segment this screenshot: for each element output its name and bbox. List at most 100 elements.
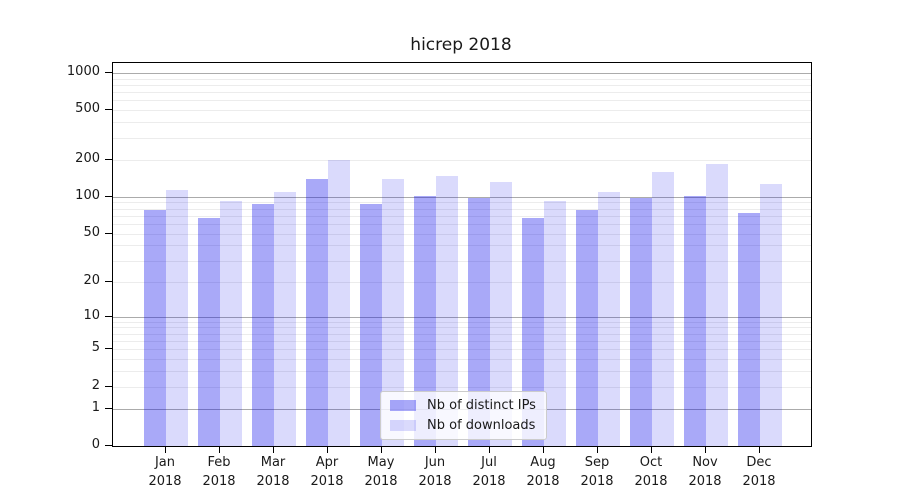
bar-distinct-ips-may: [360, 203, 382, 446]
bar-distinct-ips-feb: [198, 218, 220, 446]
x-tick-mark: [435, 446, 436, 453]
y-tick-label: 200: [75, 150, 100, 166]
gridline-minor: [113, 359, 811, 361]
y-tick-label: 5: [91, 340, 100, 356]
x-tick-mark: [543, 446, 544, 453]
y-tick-mark: [105, 407, 112, 409]
gridline-major: [113, 196, 811, 198]
y-tick-label: 500: [75, 101, 100, 117]
x-tick-mark: [273, 446, 274, 453]
bar-downloads-oct: [652, 171, 674, 446]
x-tick-label: Dec 2018: [742, 455, 776, 489]
bar-downloads-sep: [598, 191, 620, 446]
bar-distinct-ips-sep: [576, 210, 598, 446]
bar-downloads-dec: [760, 183, 782, 446]
gridline-minor: [113, 122, 811, 124]
gridline-minor: [113, 78, 811, 80]
y-tick-mark: [105, 385, 112, 387]
y-tick-label: 2: [91, 377, 100, 393]
x-tick-mark: [597, 446, 598, 453]
bar-distinct-ips-jan: [144, 210, 166, 446]
x-tick-label: Jul 2018: [472, 455, 506, 489]
bar-downloads-mar: [274, 192, 296, 446]
bar-distinct-ips-oct: [630, 197, 652, 446]
bar-distinct-ips-dec: [738, 212, 760, 446]
gridline-minor: [113, 208, 811, 210]
bar-distinct-ips-jun: [414, 195, 436, 446]
legend-label-distinct-ips: Nb of distinct IPs: [427, 398, 536, 413]
y-tick-mark: [105, 158, 112, 160]
x-tick-label: Aug 2018: [526, 455, 560, 489]
gridline-minor: [113, 281, 811, 283]
gridline-minor: [113, 202, 811, 204]
bar-distinct-ips-nov: [684, 195, 706, 446]
gridline-minor: [113, 137, 811, 139]
bar-distinct-ips-apr: [306, 178, 328, 446]
legend-swatch-distinct-ips: [390, 400, 416, 411]
gridline-minor: [113, 327, 811, 329]
gridline-minor: [113, 333, 811, 335]
x-tick-label: Apr 2018: [310, 455, 344, 489]
bar-downloads-nov: [706, 163, 728, 446]
x-tick-mark: [759, 446, 760, 453]
gridline-major: [113, 316, 811, 318]
y-tick-label: 100: [75, 187, 100, 203]
legend: Nb of distinct IPs Nb of downloads: [380, 391, 547, 440]
gridline-minor: [113, 260, 811, 262]
bar-downloads-apr: [328, 160, 350, 446]
x-tick-mark: [651, 446, 652, 453]
gridline-minor: [113, 159, 811, 161]
gridline-minor: [113, 321, 811, 323]
y-tick-mark: [105, 348, 112, 350]
gridline-minor: [113, 340, 811, 342]
gridline-minor: [113, 349, 811, 351]
legend-item-downloads: Nb of downloads: [390, 418, 536, 433]
legend-item-distinct-ips: Nb of distinct IPs: [390, 398, 536, 413]
gridline-major: [113, 72, 811, 74]
gridline-minor: [113, 100, 811, 102]
x-tick-mark: [705, 446, 706, 453]
x-tick-label: May 2018: [364, 455, 398, 489]
y-tick-label: 0: [91, 437, 100, 452]
gridline-minor: [113, 215, 811, 217]
x-tick-label: Oct 2018: [634, 455, 668, 489]
x-tick-label: Feb 2018: [202, 455, 236, 489]
y-tick-label: 20: [83, 272, 100, 288]
bar-downloads-may: [382, 178, 404, 446]
x-tick-mark: [489, 446, 490, 453]
x-tick-mark: [327, 446, 328, 453]
gridline-minor: [113, 110, 811, 112]
y-tick-mark: [105, 195, 112, 197]
bar-downloads-jan: [166, 189, 188, 446]
y-tick-mark: [105, 280, 112, 282]
bar-distinct-ips-mar: [252, 204, 274, 446]
y-tick-mark: [105, 445, 112, 446]
x-tick-mark: [381, 446, 382, 453]
y-tick-mark: [105, 71, 112, 73]
gridline-minor: [113, 224, 811, 225]
gridline-minor: [113, 84, 811, 86]
bar-distinct-ips-aug: [522, 218, 544, 446]
bar-downloads-jul: [490, 182, 512, 446]
legend-swatch-downloads: [390, 420, 416, 431]
legend-label-downloads: Nb of downloads: [427, 418, 536, 433]
x-tick-label: Sep 2018: [580, 455, 614, 489]
bar-downloads-aug: [544, 201, 566, 446]
gridline-minor: [113, 233, 811, 235]
gridline-minor: [113, 386, 811, 388]
y-tick-label: 1000: [66, 63, 100, 79]
x-tick-label: Jan 2018: [148, 455, 182, 489]
gridline-minor: [113, 245, 811, 247]
y-tick-label: 50: [83, 224, 100, 240]
plot-area: Nb of distinct IPs Nb of downloads: [112, 62, 812, 447]
y-tick-label: 1: [91, 399, 100, 415]
bar-downloads-jun: [436, 176, 458, 446]
gridline-minor: [113, 371, 811, 373]
y-tick-mark: [105, 109, 112, 111]
bar-distinct-ips-jul: [468, 197, 490, 446]
x-tick-mark: [165, 446, 166, 453]
bar-downloads-feb: [220, 201, 242, 446]
y-tick-label: 10: [83, 307, 100, 323]
y-tick-mark: [105, 315, 112, 317]
